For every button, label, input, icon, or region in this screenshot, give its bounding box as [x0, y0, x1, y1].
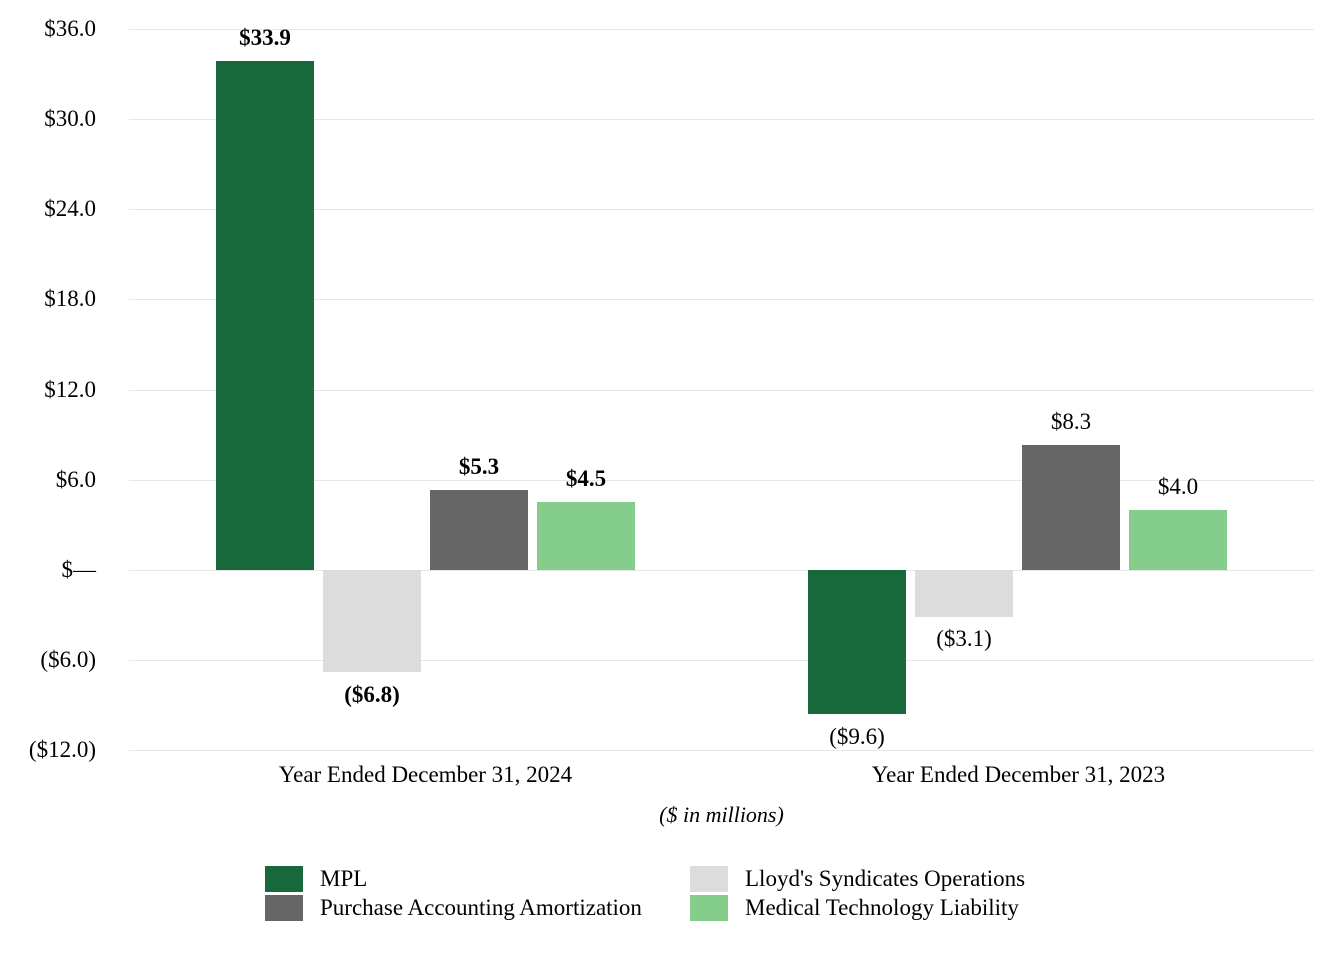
gridline: [129, 119, 1314, 120]
bar-mpl-year-ended-december-31-2023: [808, 570, 906, 714]
legend-item-medical-technology-liability: Medical Technology Liability: [690, 895, 1025, 921]
value-label: $4.5: [565, 466, 607, 491]
gridline: [129, 480, 1314, 481]
legend-label: Purchase Accounting Amortization: [320, 895, 642, 920]
legend-swatch-lloyd-s-syndicates-operations: [690, 866, 728, 892]
y-axis-tick-label: ($12.0): [28, 737, 96, 762]
gridline: [129, 390, 1314, 391]
y-axis-tick-label: $18.0: [44, 286, 96, 311]
value-label: $5.3: [458, 454, 500, 479]
bar-mpl-year-ended-december-31-2024: [216, 61, 314, 570]
value-label: ($9.6): [829, 724, 885, 749]
legend-label: MPL: [320, 866, 368, 891]
bar-medical-technology-liability-year-ended-december-31-2023: [1129, 510, 1227, 570]
bar-lloyd-s-syndicates-operations-year-ended-december-31-2024: [323, 570, 421, 672]
gridline: [129, 209, 1314, 210]
value-label: $33.9: [239, 25, 291, 50]
y-axis-tick-label: $6.0: [55, 467, 96, 492]
bar-purchase-accounting-amortization-year-ended-december-31-2023: [1022, 445, 1120, 570]
unit-note: ($ in millions): [659, 802, 784, 827]
legend-item-purchase-accounting-amortization: Purchase Accounting Amortization: [265, 895, 690, 921]
legend-item-mpl: MPL: [265, 866, 690, 892]
gridline: [129, 570, 1314, 571]
gridline: [129, 299, 1314, 300]
legend-swatch-purchase-accounting-amortization: [265, 895, 303, 921]
y-axis-tick-label: $12.0: [44, 377, 96, 402]
gridline: [129, 29, 1314, 30]
value-label: $8.3: [1050, 409, 1092, 434]
legend-swatch-mpl: [265, 866, 303, 892]
y-axis-tick-label: $—: [61, 557, 97, 582]
bar-lloyd-s-syndicates-operations-year-ended-december-31-2023: [915, 570, 1013, 617]
y-axis-tick-label: $30.0: [44, 106, 96, 131]
y-axis-tick-label: $24.0: [44, 196, 96, 221]
value-label: ($3.1): [936, 626, 992, 651]
value-label: $4.0: [1157, 474, 1199, 499]
legend-label: Medical Technology Liability: [745, 895, 1019, 920]
bar-medical-technology-liability-year-ended-december-31-2024: [537, 502, 635, 570]
category-label: Year Ended December 31, 2024: [278, 762, 573, 787]
gridline: [129, 660, 1314, 661]
legend-item-lloyd-s-syndicates-operations: Lloyd's Syndicates Operations: [690, 866, 1025, 892]
y-axis-tick-label: ($6.0): [40, 647, 96, 672]
legend-swatch-medical-technology-liability: [690, 895, 728, 921]
y-axis-tick-label: $36.0: [44, 16, 96, 41]
legend: MPL Lloyd's Syndicates Operations Purchase…: [265, 866, 1025, 921]
gridline: [129, 750, 1314, 751]
legend-label: Lloyd's Syndicates Operations: [745, 866, 1026, 891]
category-label: Year Ended December 31, 2023: [871, 762, 1166, 787]
value-label: ($6.8): [344, 682, 400, 707]
bar-purchase-accounting-amortization-year-ended-december-31-2024: [430, 490, 528, 570]
